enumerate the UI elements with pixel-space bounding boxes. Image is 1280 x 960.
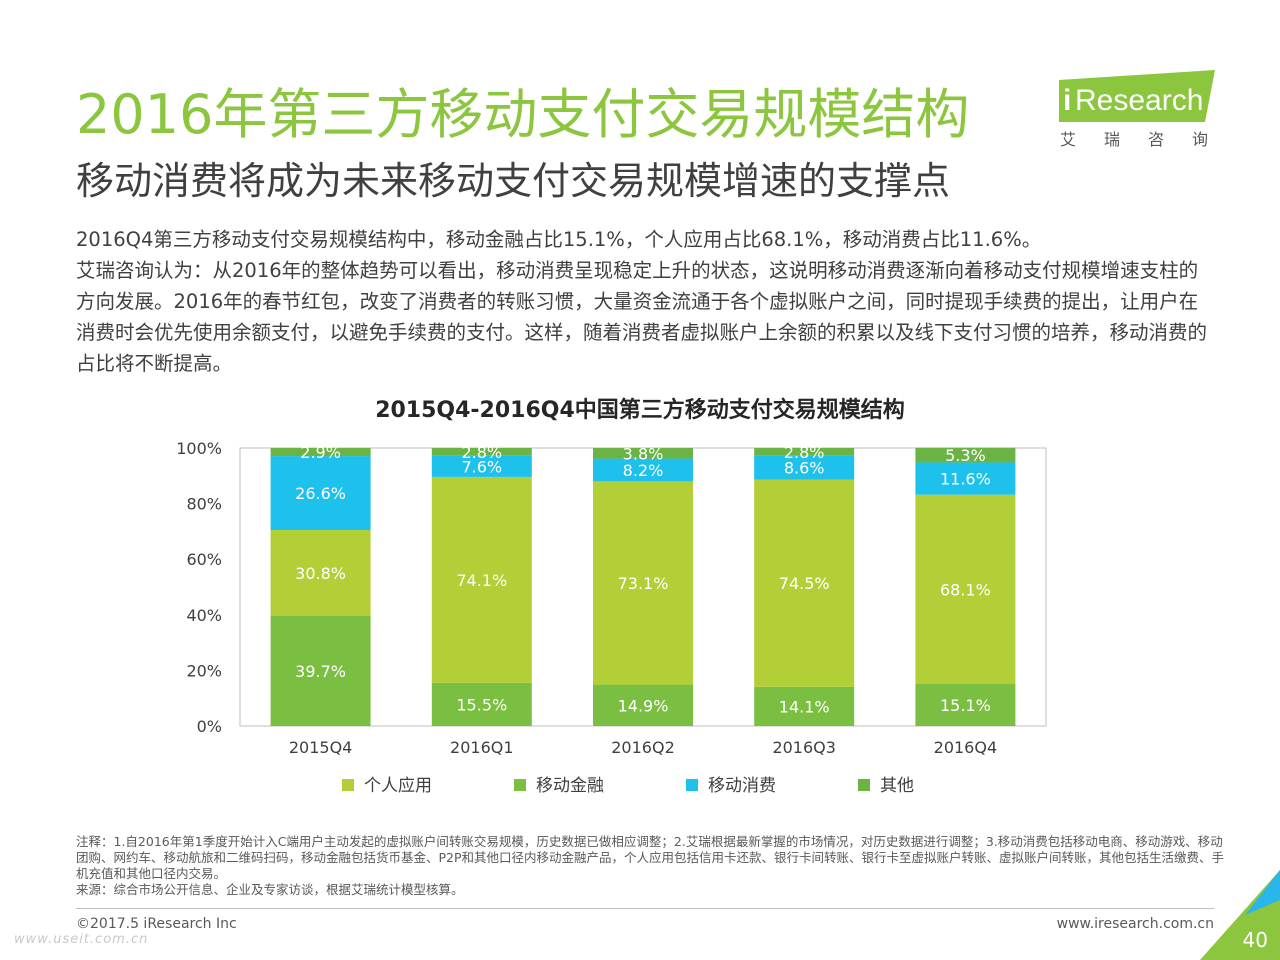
x-tick-label: 2016Q4 xyxy=(934,738,998,757)
bar-segment xyxy=(915,684,1016,726)
y-tick-label: 100% xyxy=(176,439,222,458)
page-number: 40 xyxy=(1242,928,1268,952)
bar-segment xyxy=(754,448,855,456)
page-title: 2016年第三方移动支付交易规模结构 xyxy=(76,83,970,146)
bar-segment xyxy=(431,476,532,683)
bar-segment xyxy=(270,615,371,726)
x-tick-label: 2016Q3 xyxy=(772,738,836,757)
data-label: 5.3% xyxy=(945,446,986,465)
data-label: 39.7% xyxy=(295,662,346,681)
bar-segment xyxy=(270,530,371,616)
corner-decoration xyxy=(1200,870,1280,960)
data-label: 30.8% xyxy=(295,564,346,583)
bar-segment xyxy=(754,455,855,480)
legend-label: 个人应用 xyxy=(364,776,432,796)
data-label: 26.6% xyxy=(295,484,346,503)
legend-label: 移动消费 xyxy=(708,776,776,796)
y-tick-label: 40% xyxy=(186,606,222,625)
bar-segment xyxy=(754,686,855,726)
data-label: 11.6% xyxy=(940,470,991,489)
bar-segment xyxy=(270,448,371,457)
y-tick-label: 0% xyxy=(197,717,222,736)
logo-banner xyxy=(1059,70,1215,122)
legend-swatch xyxy=(686,779,698,791)
data-label: 73.1% xyxy=(618,574,669,593)
bar-segment xyxy=(915,494,1016,685)
data-label: 14.1% xyxy=(779,697,830,716)
data-label: 14.9% xyxy=(618,696,669,715)
bar-segment xyxy=(593,448,693,459)
chart-title: 2015Q4-2016Q4中国第三方移动支付交易规模结构 xyxy=(375,398,905,423)
bar-segment xyxy=(915,447,1016,463)
footnote-source: 来源：综合市场公开信息、企业及专家访谈，根据艾瑞统计模型核算。 xyxy=(76,882,464,897)
corner-green-triangle xyxy=(1200,870,1280,960)
data-label: 2.9% xyxy=(300,443,341,462)
data-label: 2.8% xyxy=(784,443,825,462)
stacked-bar-chart: 0% 20% 40% 60% 80% 100% 39.7% 30.8% 26.6% 2.9% 201… xyxy=(176,439,1047,796)
x-tick-label: 2016Q1 xyxy=(450,738,514,757)
y-tick-label: 20% xyxy=(186,661,222,680)
data-label: 8.6% xyxy=(784,459,825,478)
logo-chinese-name: 艾瑞咨询 xyxy=(1060,130,1237,149)
iresearch-logo: i Research xyxy=(1059,70,1215,122)
data-label: 68.1% xyxy=(940,580,991,599)
footnote-note: 注释：1.自2016年第1季度开始计入C端用户主动发起的虚拟账户间转账交易规模，… xyxy=(76,834,1225,881)
data-label: 8.2% xyxy=(623,461,664,480)
data-label: 15.5% xyxy=(456,695,507,714)
footnote: 注释：1.自2016年第1季度开始计入C端用户主动发起的虚拟账户间转账交易规模，… xyxy=(76,834,1226,898)
body-paragraph-1: 2016Q4第三方移动支付交易规模结构中，移动金融占比15.1%，个人应用占比6… xyxy=(76,228,1042,251)
website-link[interactable]: www.iresearch.com.cn xyxy=(1056,916,1214,932)
logo-brand-text: Research xyxy=(1075,84,1203,117)
y-tick-label: 60% xyxy=(186,550,222,569)
body-text: 2016Q4第三方移动支付交易规模结构中，移动金融占比15.1%，个人应用占比6… xyxy=(76,224,1216,379)
bar-segment xyxy=(270,456,371,531)
legend-swatch xyxy=(342,779,354,791)
corner-blue-triangle xyxy=(1245,870,1280,915)
data-label: 15.1% xyxy=(940,696,991,715)
legend-label: 移动金融 xyxy=(536,776,604,796)
data-label: 3.8% xyxy=(623,444,664,463)
bar-segment xyxy=(593,481,693,685)
x-tick-label: 2015Q4 xyxy=(289,738,353,757)
bar-segment xyxy=(431,682,532,726)
bar-segment xyxy=(593,684,693,726)
x-tick-label: 2016Q2 xyxy=(611,738,675,757)
body-paragraph-2: 艾瑞咨询认为：从2016年的整体趋势可以看出，移动消费呈现稳定上升的状态，这说明… xyxy=(76,259,1208,375)
y-tick-label: 80% xyxy=(186,495,222,514)
bar-segment xyxy=(593,458,693,482)
footer-divider xyxy=(76,908,1214,909)
legend-label: 其他 xyxy=(880,776,914,796)
legend-swatch xyxy=(514,779,526,791)
data-label: 74.5% xyxy=(779,574,830,593)
data-label: 2.8% xyxy=(461,443,502,462)
legend-swatch xyxy=(858,779,870,791)
watermark: www.useit.com.cn xyxy=(14,932,149,947)
bar-segment xyxy=(431,455,532,477)
bar-segment xyxy=(431,448,532,456)
copyright: ©2017.5 iResearch Inc xyxy=(76,916,237,932)
page-subtitle: 移动消费将成为未来移动支付交易规模增速的支撑点 xyxy=(76,159,951,203)
bar-segment xyxy=(915,462,1016,495)
data-label: 74.1% xyxy=(456,571,507,590)
data-label: 7.6% xyxy=(461,457,502,476)
bar-segment xyxy=(754,479,855,687)
logo-brand-i: i xyxy=(1063,84,1071,117)
